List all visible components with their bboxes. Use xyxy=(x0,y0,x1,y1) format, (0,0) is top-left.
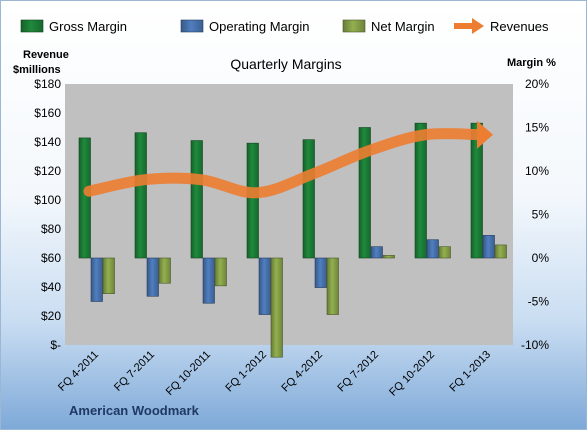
bar-gross-margin xyxy=(78,137,91,259)
legend-label: Revenues xyxy=(490,19,549,34)
x-tick-label: FQ 4-2011 xyxy=(56,349,101,394)
bar-operating-margin xyxy=(90,257,103,302)
left-axis-title-line2: $millions xyxy=(13,64,61,76)
bar-operating-margin xyxy=(426,239,439,259)
left-tick-label: $80 xyxy=(41,222,61,236)
right-axis: -10% -5% 0% 5% 10% 15% 20% xyxy=(521,77,549,352)
bar-net-margin xyxy=(438,246,451,259)
revenue-line-path xyxy=(83,128,487,199)
legend-swatch-arrow xyxy=(472,18,484,34)
legend-label: Operating Margin xyxy=(209,19,309,34)
bar-gross-margin xyxy=(414,122,427,259)
left-tick-label: $60 xyxy=(41,251,61,265)
plot-area xyxy=(65,84,513,345)
revenue-arrowhead xyxy=(477,120,493,149)
right-tick-label: -5% xyxy=(528,295,550,309)
left-tick-label: $160 xyxy=(34,106,61,120)
bar-gross-margin xyxy=(302,139,315,259)
x-tick-label: FQ 7-2012 xyxy=(335,349,381,395)
right-tick-label: 20% xyxy=(525,77,549,91)
left-tick-label: $140 xyxy=(34,135,61,149)
left-tick-label: $40 xyxy=(41,280,61,294)
left-tick-label: $- xyxy=(50,338,61,352)
bars xyxy=(78,122,507,358)
bar-operating-margin xyxy=(258,257,271,315)
right-tick-label: 10% xyxy=(525,164,549,178)
bar-net-margin xyxy=(326,257,339,315)
left-tick-label: $120 xyxy=(34,164,61,178)
right-tick-label: 0% xyxy=(532,251,550,265)
left-axis: $- $20 $40 $60 $80 $100 $120 $140 $160 $180 xyxy=(34,77,61,352)
bar-gross-margin xyxy=(246,142,259,259)
x-tick-label: FQ 10-2011 xyxy=(164,349,213,398)
right-tick-label: -10% xyxy=(521,338,549,352)
legend: Gross Margin Operating Margin Net Margin Re… xyxy=(20,18,549,34)
bar-operating-margin xyxy=(370,246,383,259)
right-axis-title: Margin % xyxy=(507,57,556,69)
bar-net-margin xyxy=(270,257,283,358)
right-tick-label: 15% xyxy=(525,121,549,135)
bar-operating-margin xyxy=(314,257,327,288)
x-tick-label: FQ 1-2013 xyxy=(447,349,493,395)
legend-swatch xyxy=(20,19,44,33)
legend-label: Net Margin xyxy=(371,19,435,34)
bar-net-margin xyxy=(102,257,115,294)
bar-operating-margin xyxy=(202,257,215,304)
bar-net-margin xyxy=(494,244,507,259)
bar-net-margin xyxy=(158,257,171,284)
chart-title: Quarterly Margins xyxy=(230,56,341,72)
x-tick-label: FQ 10-2012 xyxy=(387,349,437,399)
bar-operating-margin xyxy=(482,235,495,259)
legend-label: Gross Margin xyxy=(49,19,127,34)
right-tick-label: 5% xyxy=(532,208,550,222)
bar-gross-margin xyxy=(470,122,483,259)
x-tick-label: FQ 7-2011 xyxy=(112,349,157,394)
left-tick-label: $20 xyxy=(41,309,61,323)
left-tick-label: $180 xyxy=(34,77,61,91)
revenue-line xyxy=(83,120,493,199)
left-axis-title-line1: Revenue xyxy=(23,49,69,61)
bar-gross-margin xyxy=(134,132,147,259)
x-tick-label: FQ 4-2012 xyxy=(279,349,325,395)
bar-gross-margin xyxy=(190,140,203,259)
left-tick-label: $100 xyxy=(34,193,61,207)
company-label: American Woodmark xyxy=(69,403,200,418)
x-tick-label: FQ 1-2012 xyxy=(223,349,269,395)
bar-gross-margin xyxy=(358,127,371,259)
legend-swatch xyxy=(342,19,366,33)
bar-net-margin xyxy=(214,257,227,287)
legend-swatch xyxy=(180,19,204,33)
bar-net-margin xyxy=(382,255,395,259)
bar-operating-margin xyxy=(146,257,159,297)
